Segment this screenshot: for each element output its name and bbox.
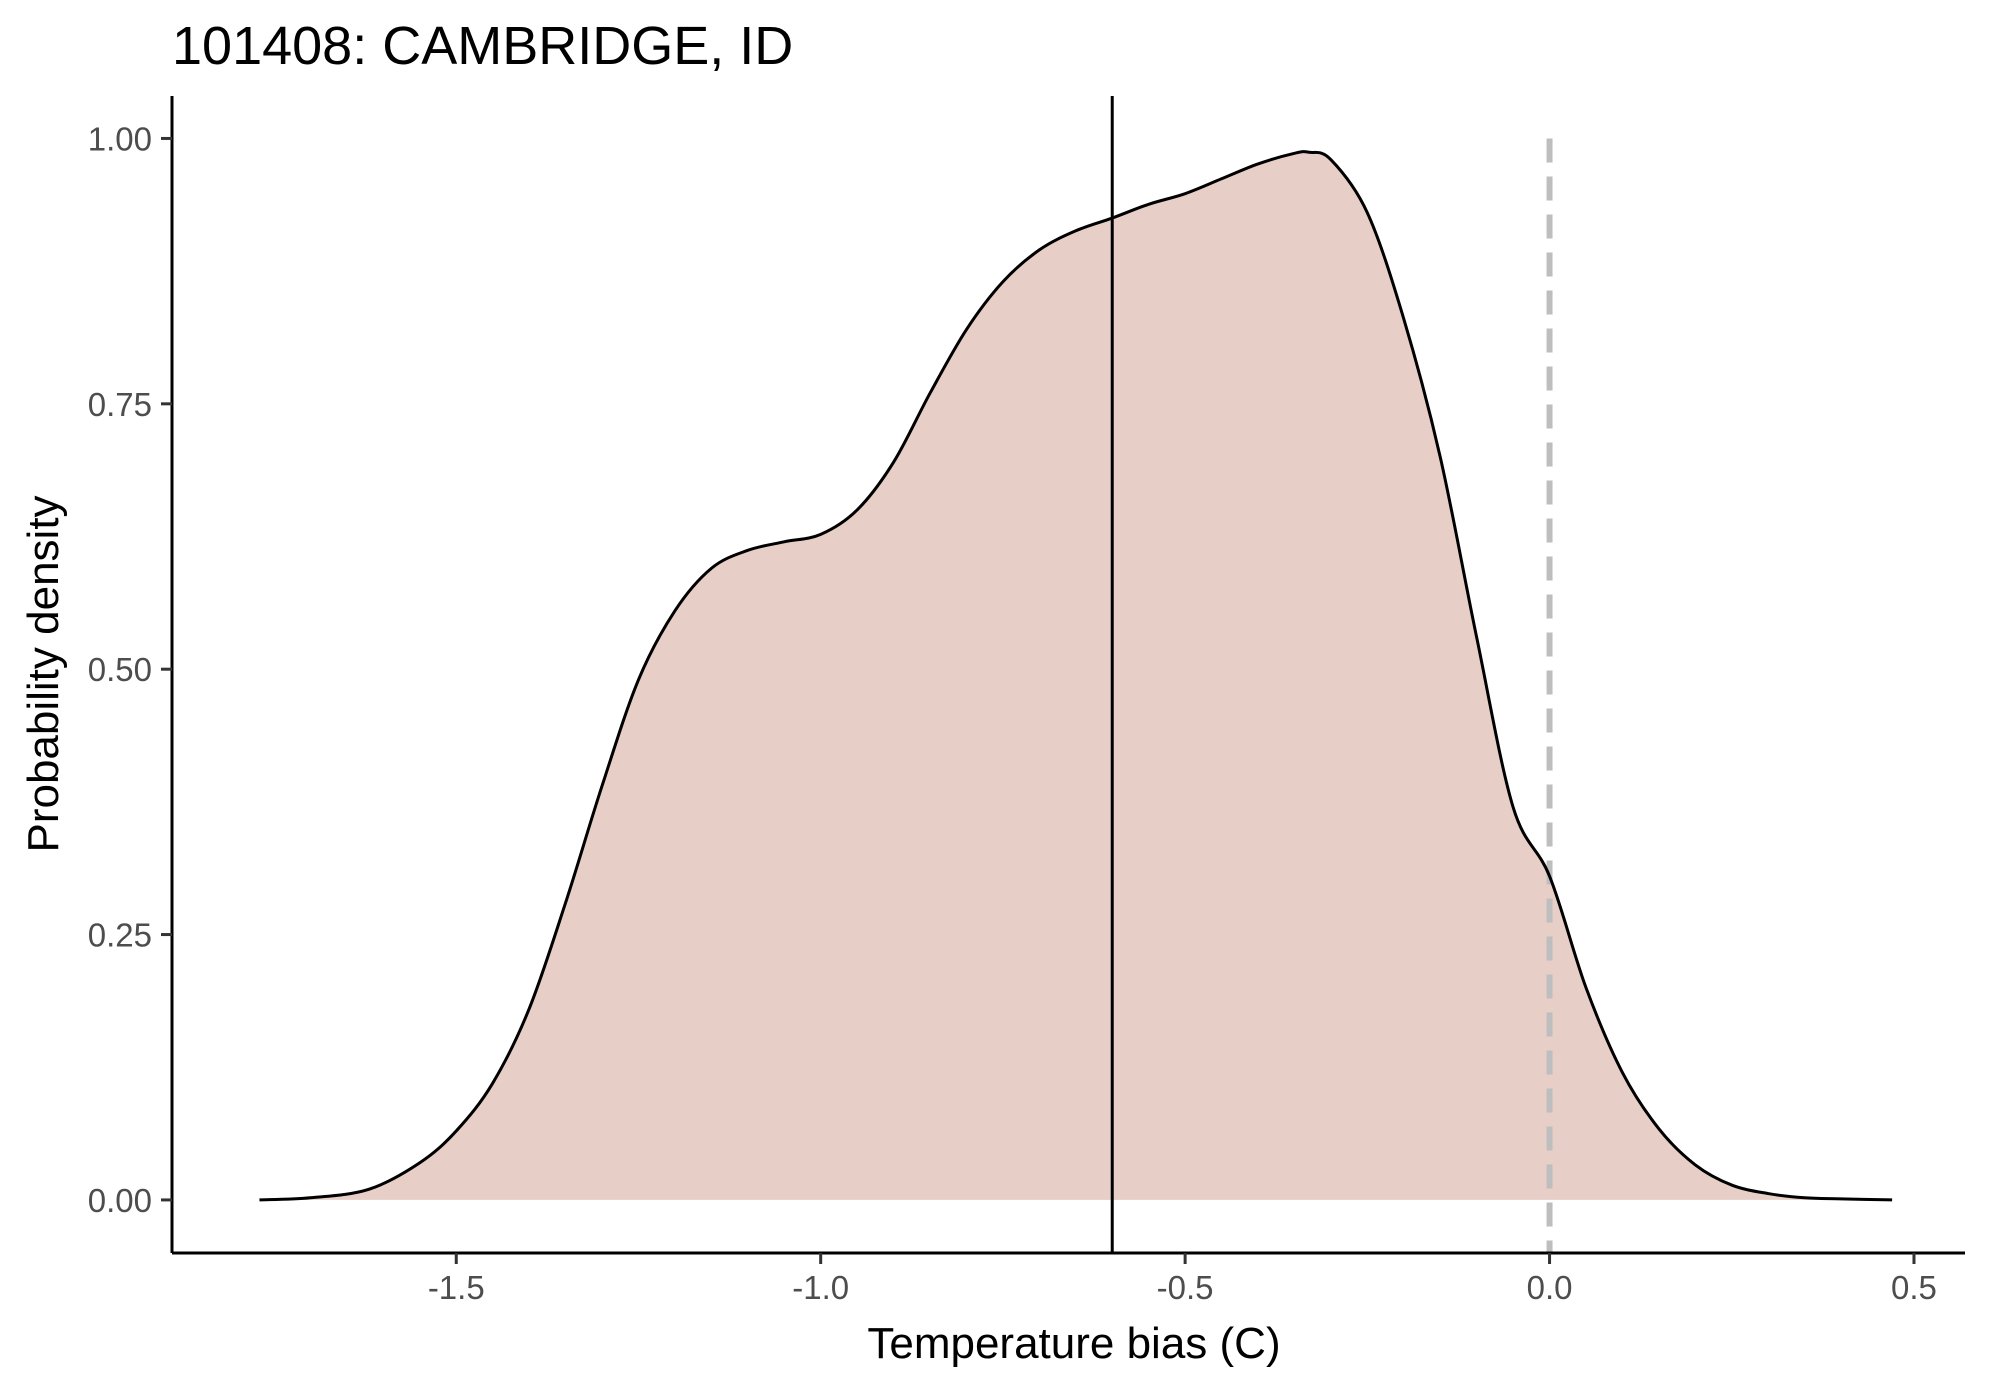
x-tick-label: 0.5 [1891, 1269, 1937, 1306]
x-axis-title: Temperature bias (C) [867, 1319, 1280, 1368]
x-tick-label: -1.5 [428, 1269, 485, 1306]
y-axis-title: Probability density [19, 495, 68, 852]
chart-title: 101408: CAMBRIDGE, ID [172, 16, 793, 76]
y-axis-ticks: 0.00 0.25 0.50 0.75 1.00 [88, 120, 172, 1219]
y-tick-label: 0.50 [88, 651, 152, 688]
plot-area [259, 96, 1893, 1253]
density-curve [259, 150, 1893, 1202]
x-tick-label: 0.0 [1527, 1269, 1573, 1306]
y-tick-label: 1.00 [88, 120, 152, 157]
x-tick-label: -1.0 [792, 1269, 849, 1306]
density-area [259, 151, 1893, 1200]
x-tick-label: -0.5 [1157, 1269, 1214, 1306]
y-tick-label: 0.75 [88, 386, 152, 423]
y-tick-label: 0.25 [88, 917, 152, 954]
x-axis-ticks: -1.5 -1.0 -0.5 0.0 0.5 [428, 1253, 1937, 1306]
y-tick-label: 0.00 [88, 1182, 152, 1219]
